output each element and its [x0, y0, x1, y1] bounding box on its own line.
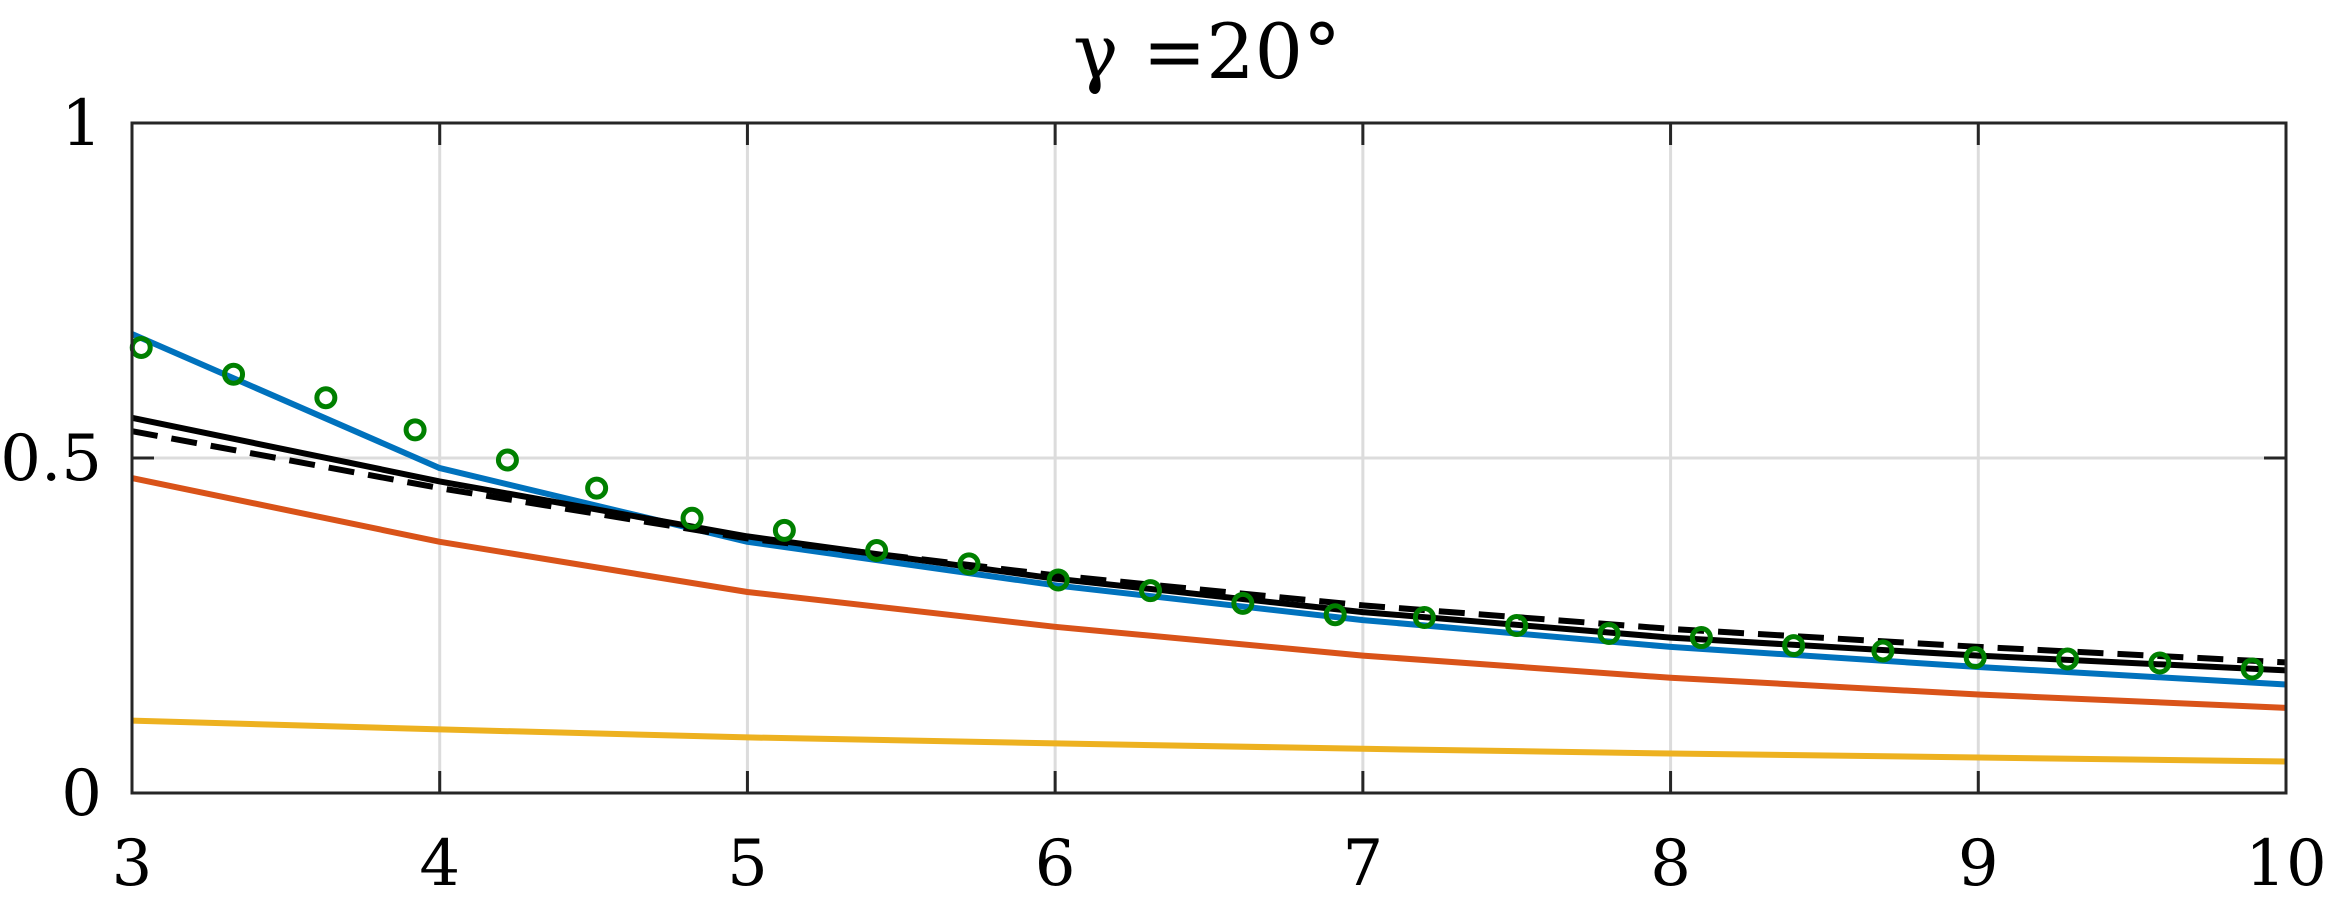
data-point-marker [865, 538, 889, 562]
series-line [131, 428, 2287, 666]
chart-title: γ =20° [1073, 7, 1341, 96]
series-line [131, 717, 2287, 765]
data-point-marker [1963, 646, 1987, 670]
x-tick-label: 7 [1342, 827, 1383, 901]
data-point-marker [772, 518, 796, 542]
data-point-marker [495, 448, 519, 472]
x-tick-label: 9 [1958, 827, 1999, 901]
x-tick-label: 6 [1035, 827, 1076, 901]
tick-labels: 3 4 5 6 7 8 9 10 0 0.5 1 [0, 87, 2327, 901]
data-point-marker [2240, 657, 2264, 681]
x-tick-label: 10 [2245, 827, 2326, 901]
series-line [131, 414, 2287, 674]
data-point-marker [1689, 626, 1713, 650]
ticks [130, 121, 2288, 795]
data-point-marker [1412, 605, 1436, 629]
data-point-marker [680, 506, 704, 530]
series-line [130, 331, 2287, 688]
data-point-marker [403, 418, 427, 442]
data-point-marker [1231, 591, 1255, 615]
x-tick-label: 4 [419, 827, 460, 901]
y-tick-label: 0.5 [0, 422, 102, 496]
data-point-marker [585, 476, 609, 500]
data-point-marker [1871, 639, 1895, 663]
data-point-marker [1046, 568, 1070, 592]
grid [132, 123, 2286, 793]
series-line [131, 475, 2287, 711]
data-point-marker [222, 362, 246, 386]
data-point-marker [1505, 614, 1529, 637]
data-point-marker [1782, 634, 1806, 658]
y-tick-label: 0 [61, 757, 102, 831]
y-tick-label: 1 [61, 87, 102, 161]
data-point-marker [2148, 651, 2172, 675]
data-point-marker [1139, 579, 1163, 603]
data-point-marker [1323, 603, 1347, 627]
x-tick-label: 3 [112, 827, 153, 901]
data-point-marker [957, 552, 981, 576]
series-markers [129, 335, 2264, 681]
data-point-marker [2056, 647, 2080, 671]
data-point-marker [1597, 622, 1621, 646]
series-group [129, 331, 2287, 765]
x-tick-label: 5 [727, 827, 768, 901]
x-tick-label: 8 [1650, 827, 1691, 901]
data-point-marker [314, 386, 338, 410]
